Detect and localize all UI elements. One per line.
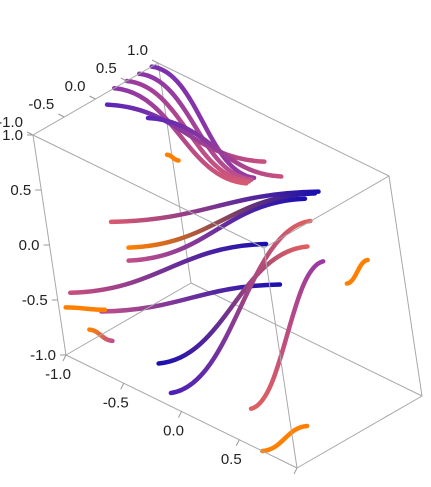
streamlines [63,64,370,454]
y-tick-mark [120,77,127,82]
edge-front-right-vertical [263,247,298,469]
streamline-2 [137,71,254,182]
streamline-10 [68,241,269,296]
x-tick-label: -1.0 [45,366,71,383]
y-tick-label: 0.0 [65,78,86,95]
edge-left-bottom-y [65,282,192,356]
streamline-1 [149,64,257,181]
edge-back-vertical [388,175,423,397]
edge-top-back-x [157,62,390,177]
streamline-17 [63,305,108,312]
z-tick-label: 0.0 [19,237,40,254]
y-tick-mark [151,59,159,64]
x-tick-label: 0.0 [163,423,184,440]
z-tick-label: -1.0 [30,347,56,364]
bounding-box-front-edges [32,62,390,469]
z-tick-label: 1.0 [2,127,23,144]
streamline-19 [164,152,181,163]
streamline-7 [126,196,308,263]
streamline-15 [260,423,310,454]
y-tick-label: -1.0 [0,114,23,131]
bounding-box-back-edges [157,62,423,469]
streamline-5 [104,102,267,164]
streamline-16 [344,257,370,286]
edge-back-bottom-x [190,282,423,397]
x-tick-mark [62,354,67,362]
y-tick-label: 1.0 [127,42,148,59]
x-tick-label: 0.5 [221,451,242,468]
streamline-8 [108,189,321,225]
x-tick-mark [120,383,125,390]
streamline-12 [156,244,310,366]
y-tick-label: -0.5 [28,96,54,113]
edge-top-right-y [263,175,390,249]
edge-top-front-x [32,134,265,249]
y-tick-mark [89,95,96,100]
x-tick-mark [293,467,298,475]
y-tick-mark [58,113,65,118]
x-tick-label: -0.5 [103,394,129,411]
x-tick-mark [235,439,240,446]
x-tick-mark [178,411,182,418]
z-tick-label: -0.5 [22,292,48,309]
edge-back-bottom-y [296,395,423,469]
axis-ticks: -1.0-0.50.00.51.0-1.0-0.50.00.51.0-1.0-0… [0,42,299,487]
streamline-13 [168,218,313,396]
streamline-14 [248,259,326,411]
z-tick-label: 0.5 [10,182,31,199]
streamline-6 [145,115,284,179]
streamline-9 [126,191,318,250]
streamline-4 [112,85,249,186]
streamline-11 [99,282,283,314]
y-tick-label: 0.5 [96,60,117,77]
